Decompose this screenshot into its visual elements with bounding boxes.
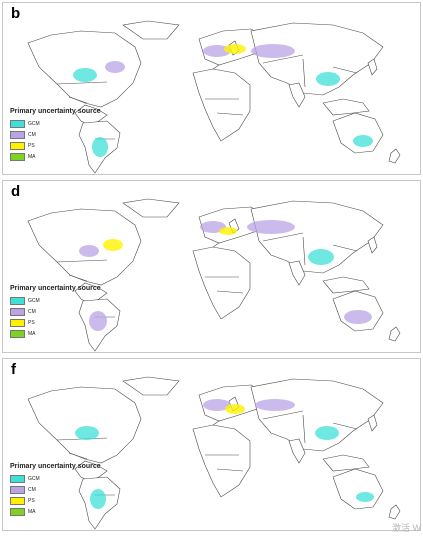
legend-label-cm: CM (28, 309, 36, 315)
legend-label-ps: PS (28, 143, 35, 149)
legend-item-ps: PS (10, 496, 101, 506)
legend-label-ma: MA (28, 154, 36, 160)
legend-label-cm: CM (28, 487, 36, 493)
uncertainty-hotspots-d (79, 220, 372, 331)
swatch-ma (10, 330, 25, 338)
swatch-gcm (10, 297, 25, 305)
legend-item-gcm: GCM (10, 474, 101, 484)
swatch-cm (10, 308, 25, 316)
map-panel-d: d Primary uncertainty source GCM CM PS M… (2, 180, 421, 353)
legend-item-ma: MA (10, 329, 101, 339)
legend-item-ma: MA (10, 507, 101, 517)
uncertainty-hotspots-f (75, 399, 374, 509)
panel-label-b: b (11, 5, 21, 22)
swatch-ps (10, 142, 25, 150)
legend-label-ma: MA (28, 509, 36, 515)
swatch-cm (10, 131, 25, 139)
watermark-text: 激活 W (392, 523, 421, 533)
map-panel-f: f Primary uncertainty source GCM CM PS M… (2, 358, 421, 531)
legend-label-gcm: GCM (28, 476, 40, 482)
legend-label-gcm: GCM (28, 121, 40, 127)
swatch-cm (10, 486, 25, 494)
swatch-ma (10, 508, 25, 516)
legend-title: Primary uncertainty source (10, 108, 101, 115)
world-map-f (27, 376, 401, 530)
swatch-ps (10, 497, 25, 505)
legend-item-gcm: GCM (10, 296, 101, 306)
uncertainty-hotspots-b (73, 44, 373, 157)
legend-item-cm: CM (10, 307, 101, 317)
legend-label-ps: PS (28, 498, 35, 504)
legend-item-ps: PS (10, 141, 101, 151)
legend-b: Primary uncertainty source GCM CM PS MA (10, 108, 101, 163)
legend-label-cm: CM (28, 132, 36, 138)
legend-label-ps: PS (28, 320, 35, 326)
legend-item-ma: MA (10, 152, 101, 162)
legend-title: Primary uncertainty source (10, 285, 101, 292)
legend-f: Primary uncertainty source GCM CM PS MA (10, 463, 101, 518)
legend-item-cm: CM (10, 485, 101, 495)
world-map-d (27, 198, 401, 352)
legend-d: Primary uncertainty source GCM CM PS MA (10, 285, 101, 340)
panel-label-f: f (11, 361, 16, 378)
legend-item-gcm: GCM (10, 119, 101, 129)
legend-item-cm: CM (10, 130, 101, 140)
swatch-gcm (10, 475, 25, 483)
panel-label-d: d (11, 183, 21, 200)
map-panel-b: b Primary uncertainty source GCM CM PS M… (2, 2, 421, 175)
swatch-gcm (10, 120, 25, 128)
legend-item-ps: PS (10, 318, 101, 328)
swatch-ps (10, 319, 25, 327)
world-map-b (27, 20, 401, 174)
legend-label-ma: MA (28, 331, 36, 337)
swatch-ma (10, 153, 25, 161)
legend-title: Primary uncertainty source (10, 463, 101, 470)
legend-label-gcm: GCM (28, 298, 40, 304)
